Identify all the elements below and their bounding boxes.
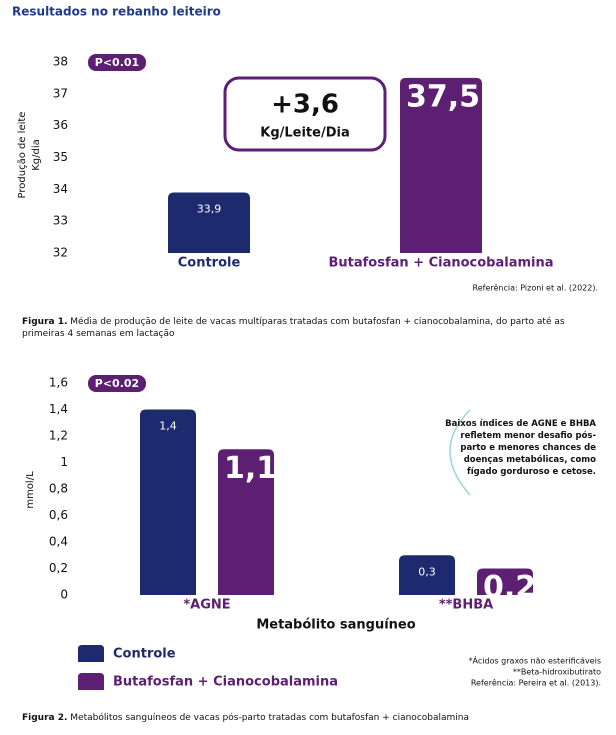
y-tick-label: 0,8: [49, 482, 68, 496]
legend-swatch: [78, 645, 104, 662]
caption-text: Metabólitos sanguíneos de vacas pós-part…: [70, 713, 469, 723]
x-tick-label: *AGNE: [183, 598, 230, 613]
caption: Figura 2. Metabólitos sanguíneos de vaca…: [22, 712, 602, 724]
footnote: Referência: Pereira et al. (2013).: [471, 678, 601, 688]
data-label: 37,5: [406, 79, 480, 114]
y-tick-label: 38: [53, 55, 68, 69]
y-tick-label: 1: [60, 455, 68, 469]
y-tick-label: 1,6: [49, 376, 68, 390]
y-tick-label: 32: [53, 246, 68, 260]
data-label: 1,1: [224, 451, 277, 486]
y-tick-label: 0,4: [49, 535, 68, 549]
badge: [88, 375, 146, 392]
caption-text: Média de produção de leite de vacas mult…: [22, 317, 565, 339]
y-tick-label: 1,2: [49, 429, 68, 443]
badge-text: P<0.02: [95, 377, 139, 390]
legend-swatch: [78, 673, 104, 690]
source: Referência: Pizoni et al. (2022).: [473, 283, 598, 293]
note-border: [449, 409, 471, 496]
legend-label: Controle: [113, 647, 176, 662]
data-label: 0,2: [483, 570, 536, 605]
legend-label: Butafosfan + Cianocobalamina: [113, 675, 338, 690]
y-axis-label: mmol/L: [25, 471, 36, 509]
caption: Figura 1. Média de produção de leite de …: [22, 316, 602, 340]
bar: [400, 77, 482, 254]
y-tick-label: 35: [53, 150, 68, 164]
x-tick-label: **BHBA: [439, 598, 493, 613]
y-axis-label: Kg/dia: [31, 139, 42, 171]
x-axis-label: Metabólito sanguíneo: [256, 618, 415, 633]
bar: [399, 555, 455, 595]
bar: [477, 568, 533, 595]
y-tick-label: 33: [53, 214, 68, 228]
data-label: 0,3: [418, 565, 436, 578]
bar: [140, 409, 196, 595]
y-tick-label: 36: [53, 118, 68, 132]
data-label: 1,4: [159, 420, 177, 433]
page-title: Resultados no rebanho leiteiro: [12, 5, 221, 19]
bar: [168, 192, 250, 253]
badge-text: P<0.01: [95, 56, 139, 69]
x-tick-label: Controle: [178, 256, 241, 271]
annotation-box: [223, 76, 387, 152]
caption-label: Figura 1.: [22, 317, 68, 327]
y-axis-label: Produção de leite: [17, 112, 28, 199]
y-tick-label: 0,2: [49, 561, 68, 575]
caption-label: Figura 2.: [22, 713, 68, 723]
footnote: *Ácidos graxos não esterificáveis: [469, 655, 601, 666]
y-tick-label: 0,6: [49, 508, 68, 522]
y-tick-label: 34: [53, 182, 68, 196]
y-tick-label: 37: [53, 86, 68, 100]
data-label: 33,9: [197, 203, 222, 216]
bar: [218, 449, 274, 595]
y-tick-label: 0: [60, 588, 68, 602]
note: Baixos índices de AGNE e BHBA refletem m…: [445, 419, 596, 477]
annotation-unit: Kg/Leite/Dia: [260, 126, 349, 141]
badge: [88, 54, 146, 71]
annotation-value: +3,6: [271, 90, 339, 120]
footnote: **Beta-hidroxibutirato: [513, 668, 601, 677]
y-tick-label: 1,4: [49, 402, 68, 416]
x-tick-label: Butafosfan + Cianocobalamina: [328, 256, 553, 271]
